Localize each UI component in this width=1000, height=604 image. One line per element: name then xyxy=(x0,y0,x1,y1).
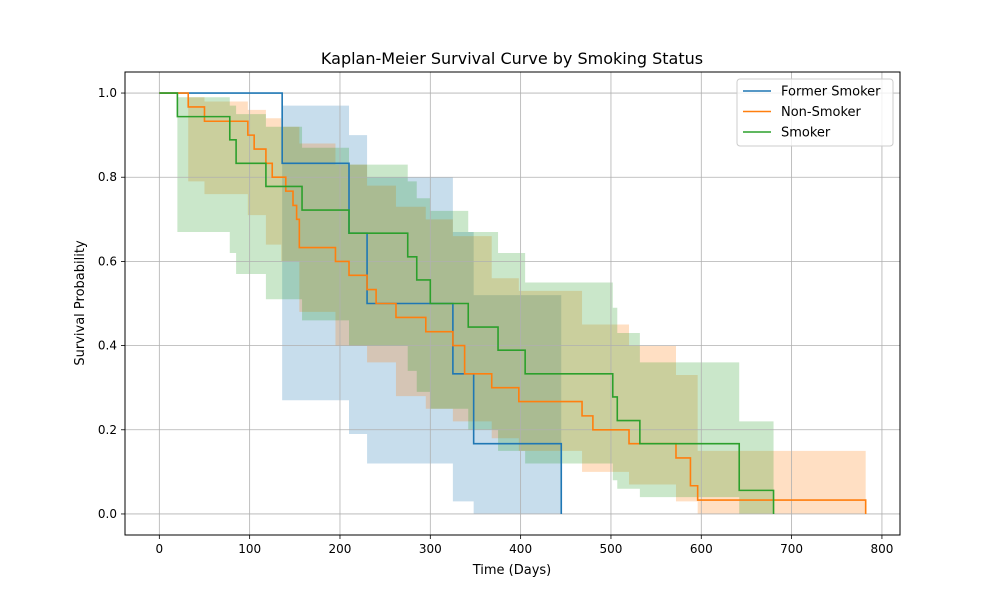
survival-line-1 xyxy=(159,92,867,514)
legend-label-0: Former Smoker xyxy=(781,85,881,100)
legend-label-2: Smoker xyxy=(781,126,831,141)
plot-area-frame xyxy=(124,71,901,536)
y-tick-label: 0.2 xyxy=(98,423,117,437)
chart-title: Kaplan-Meier Survival Curve by Smoking S… xyxy=(321,49,703,68)
survival-lines xyxy=(159,92,867,514)
y-tick-label: 0.6 xyxy=(98,254,117,268)
survival-line-0 xyxy=(159,92,563,514)
survival-line-2 xyxy=(159,92,775,514)
y-tick-label: 1.0 xyxy=(98,86,117,100)
y-axis-ticks: 0.0 0.2 0.4 0.6 0.8 1.0 xyxy=(98,86,125,521)
y-tick-label: 0.8 xyxy=(98,170,117,184)
x-tick-label: 700 xyxy=(780,542,803,556)
x-tick-label: 600 xyxy=(690,542,713,556)
y-axis-label: Survival Probability xyxy=(73,240,88,366)
confidence-band-0 xyxy=(159,93,562,514)
legend-box xyxy=(736,78,894,147)
x-tick-label: 400 xyxy=(509,542,532,556)
y-tick-label: 0.0 xyxy=(98,507,117,521)
legend-label-1: Non-Smoker xyxy=(781,105,862,120)
confidence-band-1 xyxy=(159,93,866,514)
x-axis-label: Time (Days) xyxy=(472,563,552,578)
x-tick-label: 500 xyxy=(600,542,623,556)
y-tick-label: 0.4 xyxy=(98,339,117,353)
legend: Former Smoker Non-Smoker Smoker xyxy=(736,78,894,147)
x-tick-label: 0 xyxy=(156,542,164,556)
x-tick-label: 800 xyxy=(870,542,893,556)
x-axis-ticks: 0 100 200 300 400 500 600 700 800 xyxy=(156,535,893,556)
x-tick-label: 200 xyxy=(329,542,352,556)
x-tick-label: 300 xyxy=(419,542,442,556)
x-tick-label: 100 xyxy=(238,542,261,556)
